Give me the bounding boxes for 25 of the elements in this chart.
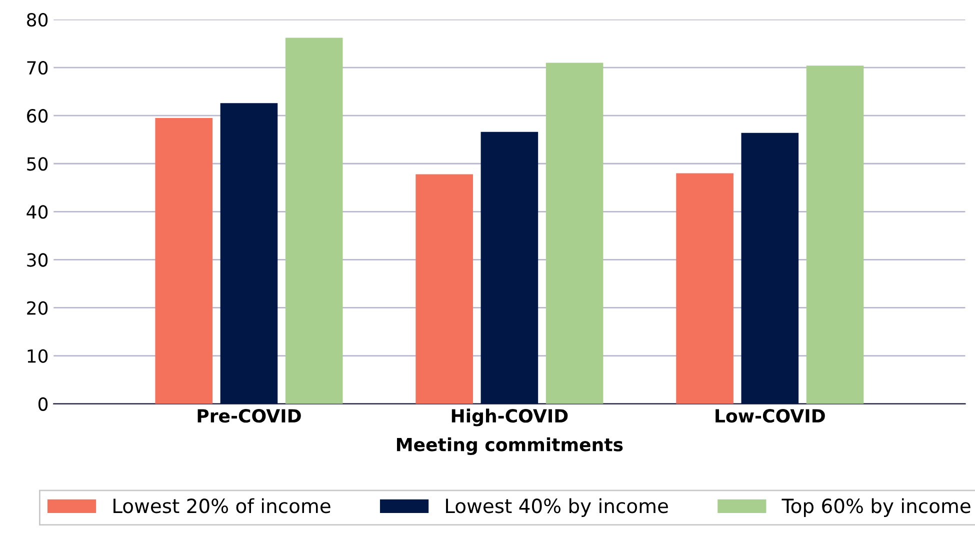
y-tick-label: 50 <box>27 157 48 171</box>
y-tick-label: 70 <box>27 60 48 75</box>
y-tick-label: 80 <box>27 12 48 27</box>
x-tick-label: Pre-COVID <box>198 409 301 423</box>
x-tick-label: High-COVID <box>452 408 568 426</box>
y-tick-label: 10 <box>28 349 48 363</box>
bar <box>676 173 734 404</box>
bar <box>546 62 604 404</box>
y-tick-label: 30 <box>27 253 48 267</box>
y-tick-label: 20 <box>27 301 48 315</box>
bar <box>416 174 473 404</box>
bar <box>155 118 213 404</box>
bar <box>806 66 864 404</box>
x-tick-label: Low-COVID <box>716 409 825 423</box>
y-tick-label: 60 <box>27 109 48 123</box>
bar <box>220 103 278 404</box>
legend-label: Top 60% by income <box>782 498 970 518</box>
legend-label: Lowest 20% of income <box>114 498 330 514</box>
bar <box>741 132 799 404</box>
y-tick-label: 40 <box>26 205 48 219</box>
y-tick-label: 0 <box>38 397 48 411</box>
legend-label: Lowest 40% by income <box>446 498 668 518</box>
bar <box>285 38 343 404</box>
bar <box>480 132 538 404</box>
x-axis-title: Meeting commitments <box>397 437 623 456</box>
